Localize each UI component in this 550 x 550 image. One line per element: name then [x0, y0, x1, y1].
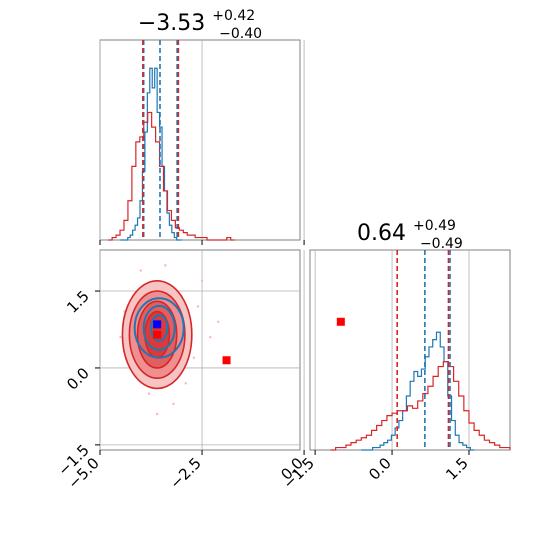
title-param-0-sub: −0.40	[219, 26, 262, 42]
tick-layer: −5.0 −2.5 0.0−1.5 0.0 1.5−1.50.01.5	[54, 240, 472, 493]
hist-blue-param-1	[361, 331, 475, 451]
title-param-0-value: −3.53	[138, 11, 205, 36]
title-param-0-sup: +0.42	[212, 8, 255, 24]
series-layer	[108, 40, 511, 451]
scatter-point-10	[184, 382, 187, 385]
hist-red-param-0	[108, 111, 235, 241]
scatter-point-13	[119, 335, 122, 339]
panel-top-left-frame	[99, 39, 301, 241]
scatter-point-6	[172, 402, 175, 406]
title-param-0: −3.53 +0.42 −0.40	[138, 1, 262, 42]
title-param-1-sub: −0.49	[420, 236, 463, 252]
scatter-point-9	[164, 264, 167, 267]
scatter-point-7	[200, 279, 204, 282]
marker-red-center	[153, 330, 162, 339]
scatter-point-11	[217, 320, 220, 323]
y-param-1-tick-label-2: 1.5	[63, 287, 93, 317]
scatter-point-12	[155, 412, 159, 416]
scatter-point-2	[147, 392, 151, 395]
panel-bottom-right-frame	[309, 249, 511, 451]
gridlines	[99, 40, 470, 450]
x-param-1-tick-label-0: −1.5	[279, 454, 317, 492]
x-param-0-tick-label-1: −2.5	[166, 454, 204, 492]
scatter-point-3	[192, 356, 196, 359]
x-param-1-tick-label-1: 0.0	[365, 454, 395, 484]
marker-red-extra-1	[222, 356, 231, 365]
blue-contour-1	[142, 304, 176, 352]
blue-contour-0	[133, 297, 185, 359]
title-param-1-value: 0.64	[357, 221, 406, 246]
hist-blue-param-0	[120, 67, 182, 241]
title-param-1: 0.64 +0.49 −0.49	[357, 211, 463, 252]
scatter-point-8	[139, 269, 143, 272]
blue-contour-2	[150, 314, 169, 342]
hist-red-param-1	[330, 361, 511, 451]
title-param-1-sup: +0.49	[413, 218, 456, 234]
marker-red-extra-0	[336, 317, 345, 326]
scatter-point-14	[196, 305, 200, 308]
y-param-1-tick-label-1: 0.0	[63, 364, 93, 394]
scatter-point-4	[209, 335, 212, 339]
x-param-1-tick-label-2: 1.5	[442, 454, 472, 484]
marker-blue-center	[153, 320, 162, 329]
